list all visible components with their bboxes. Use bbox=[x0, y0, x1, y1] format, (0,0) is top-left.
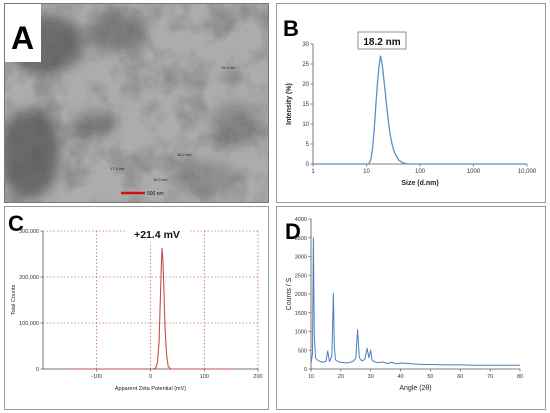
panel-b-size-distribution: B 1 10 100 1000 10,000 0 5 10 15 20 25 30 Size (d.nm… bbox=[276, 3, 546, 203]
x-axis-label: Angle (2θ) bbox=[399, 385, 431, 392]
x-tick-label: 200 bbox=[253, 374, 262, 380]
panel-a-letter: A bbox=[11, 20, 34, 56]
x-tick-label: 10,000 bbox=[518, 169, 537, 175]
x-tick-label: 40 bbox=[398, 374, 404, 380]
peak-annotation-box bbox=[125, 224, 189, 243]
y-tick-label: 0 bbox=[304, 367, 307, 373]
y-tick-label: 0 bbox=[36, 367, 39, 373]
peak-annotation-box bbox=[357, 31, 407, 50]
panel-d-xrd-pattern: D 10 20 30 40 50 60 70 80 0 500 1000 1500 2000 2500 30… bbox=[276, 206, 546, 410]
x-tick-label: 80 bbox=[517, 374, 523, 380]
panel-b-letter: B bbox=[283, 16, 299, 41]
scale-bar-label: 500 nm bbox=[147, 191, 164, 197]
panel-a-tem-image: A 16.4 nm 18.2 nm 17.5 nm 16.3 nm 500 nm bbox=[4, 3, 269, 203]
y-tick-label: 15 bbox=[302, 102, 309, 108]
y-tick-label: 300,000 bbox=[19, 229, 39, 235]
y-tick-label: 1000 bbox=[295, 330, 307, 336]
peak-annotation: +21.4 mV bbox=[125, 224, 189, 243]
tem-micrograph: A 16.4 nm 18.2 nm 17.5 nm 16.3 nm 500 nm bbox=[5, 4, 268, 202]
y-tick-label: 3000 bbox=[295, 255, 307, 261]
x-axis-label: Size (d.nm) bbox=[401, 180, 438, 187]
size-annotation: 18.2 nm bbox=[177, 152, 192, 157]
panel-a-label-box bbox=[5, 4, 41, 62]
x-tick-label: 100 bbox=[200, 374, 209, 380]
y-tick-label: 500 bbox=[298, 348, 307, 354]
x-tick-label: 1 bbox=[311, 169, 315, 175]
data-series-line bbox=[313, 55, 527, 165]
x-tick-label: -100 bbox=[91, 374, 102, 380]
x-tick-label: 1000 bbox=[467, 169, 481, 175]
x-tick-label: 60 bbox=[457, 374, 463, 380]
zeta-potential-chart: C -100 0 100 200 0 100,000 200,000 300,000 Appar… bbox=[8, 211, 263, 392]
x-tick-label: 30 bbox=[368, 374, 374, 380]
data-series-line bbox=[69, 247, 232, 370]
y-tick-label: 2000 bbox=[295, 292, 307, 298]
panel-d-letter: D bbox=[285, 219, 301, 244]
size-annotation: 16.4 nm bbox=[221, 65, 236, 70]
y-tick-label: 0 bbox=[306, 162, 310, 168]
x-tick-label: 50 bbox=[427, 374, 433, 380]
y-tick-label: 100,000 bbox=[19, 321, 39, 327]
y-tick-label: 4000 bbox=[295, 217, 307, 223]
y-tick-label: 200,000 bbox=[19, 275, 39, 281]
peak-annotation-label: +21.4 mV bbox=[134, 229, 180, 241]
peak-annotation: 18.2 nm bbox=[357, 31, 407, 50]
x-tick-label: 70 bbox=[487, 374, 493, 380]
y-tick-label: 25 bbox=[302, 62, 309, 68]
y-tick-label: 1500 bbox=[295, 311, 307, 317]
y-tick-label: 3500 bbox=[295, 236, 307, 242]
y-tick-label: 30 bbox=[302, 42, 309, 48]
data-series-line bbox=[310, 237, 520, 366]
xrd-pattern-chart: D 10 20 30 40 50 60 70 80 0 500 1000 1500 2000 2500 30… bbox=[285, 217, 523, 392]
y-tick-label: 5 bbox=[306, 142, 310, 148]
x-axis-label: Apparent Zeta Potential (mV) bbox=[115, 386, 186, 392]
y-tick-label: 20 bbox=[302, 82, 309, 88]
size-distribution-chart: B 1 10 100 1000 10,000 0 5 10 15 20 25 30 Size (d.nm… bbox=[283, 16, 537, 187]
size-annotation: 17.5 nm bbox=[110, 166, 125, 171]
y-tick-label: 10 bbox=[302, 122, 309, 128]
y-axis-label: Counts / S bbox=[286, 277, 293, 310]
y-axis-label: Total Counts bbox=[11, 284, 17, 315]
x-tick-label: 10 bbox=[363, 169, 370, 175]
x-tick-label: 100 bbox=[415, 169, 426, 175]
x-tick-label: 10 bbox=[308, 374, 314, 380]
size-annotation: 16.3 nm bbox=[153, 177, 168, 182]
x-tick-label: 0 bbox=[149, 374, 152, 380]
panel-c-zeta-potential: C -100 0 100 200 0 100,000 200,000 300,000 Appar… bbox=[4, 206, 269, 410]
x-tick-label: 20 bbox=[338, 374, 344, 380]
y-axis-label: Intensity (%) bbox=[286, 83, 293, 125]
panel-c-letter: C bbox=[8, 211, 24, 236]
y-tick-label: 2500 bbox=[295, 273, 307, 279]
peak-annotation-label: 18.2 nm bbox=[363, 37, 400, 48]
tem-grain bbox=[5, 4, 268, 202]
